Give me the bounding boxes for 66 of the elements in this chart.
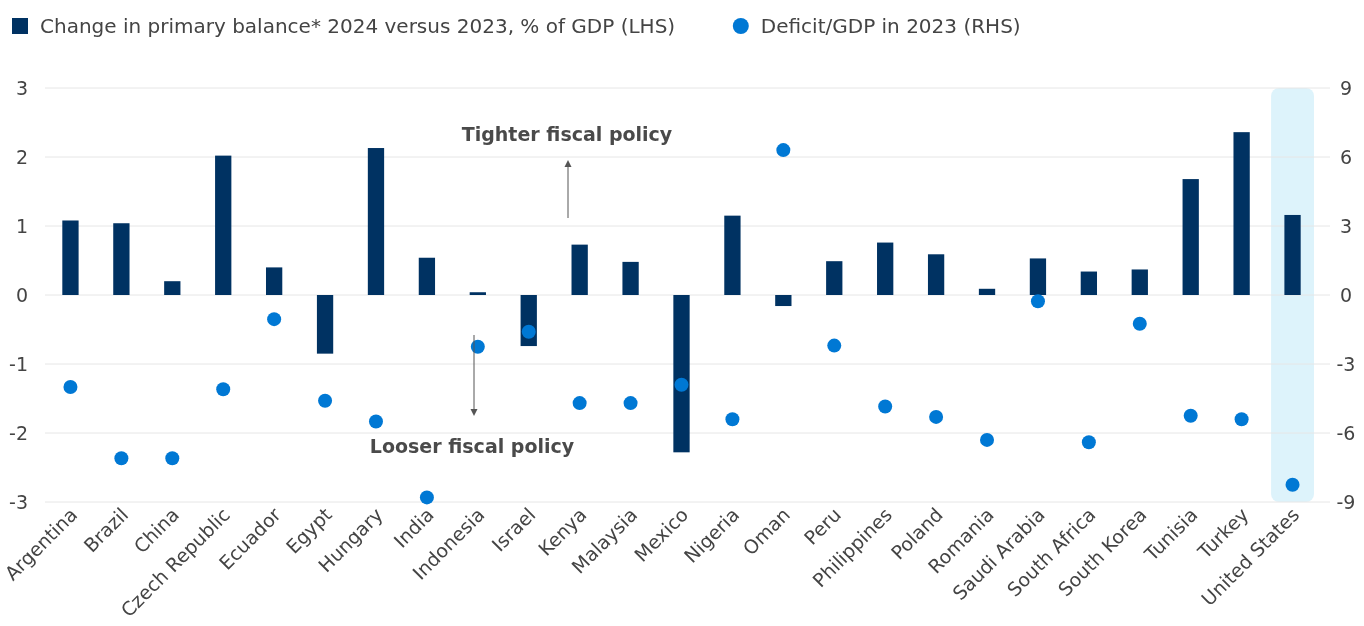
- point: [623, 396, 638, 411]
- point: [725, 412, 740, 427]
- bar: [1182, 179, 1199, 295]
- point: [1234, 412, 1249, 427]
- y2-tick-label: 3: [1339, 215, 1353, 237]
- bar: [164, 281, 181, 295]
- legend-label: Deficit/GDP in 2023 (RHS): [760, 14, 1021, 38]
- y2-tick-label: 0: [1339, 284, 1353, 306]
- bar: [1029, 258, 1047, 295]
- point: [674, 377, 689, 392]
- bar: [571, 244, 588, 295]
- y-tick-label: -1: [9, 353, 28, 375]
- bar: [673, 295, 690, 453]
- y2-tick-label: 6: [1339, 146, 1353, 168]
- point: [776, 143, 791, 158]
- point: [267, 312, 282, 327]
- point: [980, 432, 995, 447]
- point: [929, 409, 944, 424]
- point: [165, 451, 180, 466]
- y2-tick-label: -9: [1336, 491, 1356, 513]
- bar: [1131, 269, 1148, 295]
- y-tick-label: 1: [15, 215, 28, 237]
- y2-tick-label: -6: [1336, 422, 1356, 444]
- point: [114, 451, 129, 466]
- bar: [113, 223, 130, 295]
- bar: [418, 257, 436, 295]
- point: [419, 490, 434, 505]
- point: [572, 396, 587, 411]
- point: [318, 393, 333, 408]
- point: [63, 380, 78, 394]
- bar: [1233, 132, 1250, 295]
- bar: [469, 292, 486, 295]
- y2-tick-label: -3: [1336, 353, 1356, 375]
- bar: [367, 148, 385, 295]
- bar: [724, 215, 741, 295]
- y-tick-label: -2: [9, 422, 28, 444]
- bar: [215, 155, 232, 295]
- bar: [62, 220, 79, 295]
- point: [827, 338, 842, 353]
- point: [878, 399, 893, 414]
- y2-tick-label: 9: [1339, 77, 1353, 99]
- annotation: Tighter fiscal policy: [461, 123, 673, 145]
- point: [1081, 435, 1096, 450]
- bar: [622, 261, 639, 295]
- bar: [826, 261, 843, 295]
- bar: [1284, 214, 1301, 295]
- point: [1183, 408, 1198, 423]
- point: [1285, 477, 1300, 492]
- point: [216, 382, 231, 397]
- legend-label: Change in primary balance* 2024 versus 2023, % of GDP (LHS): [40, 14, 676, 38]
- bar: [775, 295, 792, 307]
- y-tick-label: -3: [9, 491, 28, 513]
- point: [521, 324, 536, 339]
- y-tick-label: 2: [15, 146, 28, 168]
- bar: [978, 288, 996, 295]
- annotation: Looser fiscal policy: [369, 435, 575, 457]
- point: [1030, 294, 1045, 309]
- bar: [877, 242, 894, 295]
- y-tick-label: 0: [15, 284, 28, 306]
- y-tick-label: 3: [15, 77, 28, 99]
- bar: [927, 254, 945, 295]
- point: [1132, 316, 1147, 331]
- bar: [265, 267, 283, 295]
- bar: [1080, 271, 1097, 295]
- bar: [316, 295, 334, 354]
- point: [368, 414, 383, 429]
